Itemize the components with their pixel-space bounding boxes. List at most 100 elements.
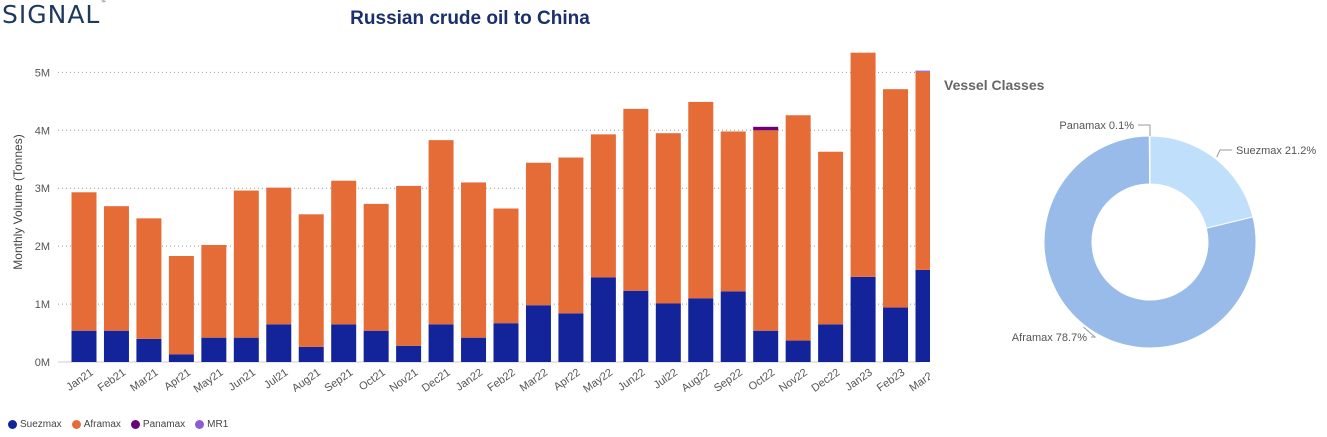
bar-segment-suezmax[interactable] <box>850 276 876 362</box>
vessel-class-donut: Suezmax 21.2% Aframax 78.7% Panamax 0.1% <box>1012 120 1316 349</box>
x-tick-label: May22 <box>581 367 615 396</box>
bar-segment-aframax[interactable] <box>103 206 129 331</box>
bar-segment-suezmax[interactable] <box>103 330 129 362</box>
legend-item-panamax[interactable]: Panamax <box>130 419 185 430</box>
bar-segment-suezmax[interactable] <box>818 324 844 362</box>
legend-marker-suezmax <box>8 420 17 429</box>
bar-segment-suezmax[interactable] <box>136 338 162 362</box>
x-tick-label: Sep22 <box>712 367 745 395</box>
x-tick-label: Feb21 <box>96 367 128 395</box>
x-tick-label: Mar22 <box>518 367 550 395</box>
bar-segment-suezmax[interactable] <box>168 354 194 362</box>
bar-segment-suezmax[interactable] <box>396 345 422 362</box>
x-tick-label: Mar21 <box>128 367 160 395</box>
legend-item-suezmax[interactable]: Suezmax <box>8 419 62 430</box>
bar-segment-suezmax[interactable] <box>428 324 454 362</box>
bar-segment-aframax[interactable] <box>461 182 487 338</box>
bar-segment-aframax[interactable] <box>331 180 357 325</box>
donut-label-panamax: Panamax 0.1% <box>1059 120 1134 132</box>
bar-segment-aframax[interactable] <box>655 133 681 304</box>
legend-marker-panamax <box>130 420 140 429</box>
chart-title: Russian crude oil to China <box>350 8 590 29</box>
signal-logo: SIGNAL™ <box>2 0 108 29</box>
bar-segment-suezmax[interactable] <box>915 269 931 362</box>
donut-label-aframax: Aframax 78.7% <box>1012 332 1087 344</box>
x-tick-label: May21 <box>192 367 226 396</box>
bar-segment-suezmax[interactable] <box>720 291 746 362</box>
bar-segment-aframax[interactable] <box>233 190 259 338</box>
bar-segment-aframax[interactable] <box>71 192 97 331</box>
bar-segment-aframax[interactable] <box>428 140 454 325</box>
donut-title: Vessel Classes <box>944 77 1045 93</box>
bar-segment-aframax[interactable] <box>818 151 844 325</box>
bar-segment-aframax[interactable] <box>525 162 551 306</box>
bar-segment-aframax[interactable] <box>266 187 292 325</box>
bar-segment-aframax[interactable] <box>915 71 931 270</box>
bar-segment-aframax[interactable] <box>396 185 422 346</box>
bar-segment-suezmax[interactable] <box>525 305 551 362</box>
bar-segment-aframax[interactable] <box>753 130 779 331</box>
x-tick-label: Sep21 <box>322 367 355 395</box>
bar-segment-suezmax[interactable] <box>71 330 97 362</box>
x-tick-label: Jul21 <box>262 367 290 392</box>
legend: Suezmax Aframax Panamax MR1 <box>8 419 228 430</box>
x-tick-label: Apr21 <box>162 367 193 394</box>
x-tick-label: Jan21 <box>64 367 95 394</box>
bar-segment-suezmax[interactable] <box>883 307 909 362</box>
bar-segment-suezmax[interactable] <box>623 290 649 362</box>
bar-segment-aframax[interactable] <box>785 115 811 341</box>
x-tick-label: Feb23 <box>875 367 907 395</box>
bar-segment-aframax[interactable] <box>623 108 649 291</box>
bar-segment-suezmax[interactable] <box>753 330 779 362</box>
bar-segment-aframax[interactable] <box>201 244 227 338</box>
bar-segment-mr1[interactable] <box>915 70 931 72</box>
bar-segment-suezmax[interactable] <box>201 337 227 362</box>
bar-segment-suezmax[interactable] <box>233 337 259 362</box>
bar-segment-aframax[interactable] <box>883 89 909 308</box>
bar-segment-aframax[interactable] <box>298 214 324 347</box>
bar-segment-aframax[interactable] <box>363 203 389 331</box>
bar-segment-aframax[interactable] <box>688 101 714 299</box>
bar-segment-suezmax[interactable] <box>655 303 681 362</box>
y-tick-label: 4M <box>35 125 50 137</box>
bar-segment-suezmax[interactable] <box>785 340 811 362</box>
bar-segment-suezmax[interactable] <box>558 313 584 362</box>
bar-segment-aframax[interactable] <box>558 157 584 314</box>
bar-segment-suezmax[interactable] <box>590 277 616 362</box>
bar-segment-suezmax[interactable] <box>331 324 357 362</box>
bar-segment-aframax[interactable] <box>493 208 519 324</box>
bar-segment-aframax[interactable] <box>590 134 616 278</box>
legend-item-mr1[interactable]: MR1 <box>195 419 228 430</box>
bar-segment-panamax[interactable] <box>753 126 779 131</box>
legend-item-aframax[interactable]: Aframax <box>71 419 121 430</box>
bar-segment-suezmax[interactable] <box>266 324 292 362</box>
x-tick-label: Apr22 <box>552 367 583 394</box>
bar-segment-suezmax[interactable] <box>493 323 519 362</box>
x-tick-label: Nov22 <box>777 367 810 395</box>
donut-slice-panamax[interactable] <box>1148 135 1151 185</box>
y-tick-label: 5M <box>35 67 50 79</box>
bar-segment-suezmax[interactable] <box>298 346 324 362</box>
bar-segment-aframax[interactable] <box>850 52 876 277</box>
y-tick-label: 3M <box>35 183 50 195</box>
donut-label-suezmax: Suezmax 21.2% <box>1236 145 1316 157</box>
x-tick-label: Mar23 <box>907 367 930 395</box>
x-tick-label: Jan23 <box>843 367 874 394</box>
x-tick-label: Aug22 <box>680 367 713 395</box>
bar-segment-suezmax[interactable] <box>363 330 389 362</box>
bar-segment-aframax[interactable] <box>168 255 194 355</box>
bar-segment-aframax[interactable] <box>136 218 162 339</box>
legend-marker-mr1 <box>195 420 205 429</box>
x-tick-label: Dec22 <box>809 367 842 395</box>
x-tick-label: Jun22 <box>616 367 647 394</box>
x-tick-label: Dec21 <box>420 367 453 395</box>
x-tick-label: Oct21 <box>357 367 388 394</box>
legend-marker-aframax <box>71 420 81 429</box>
y-tick-label: 1M <box>35 299 50 311</box>
bar-segment-aframax[interactable] <box>720 131 746 292</box>
donut-slice-aframax[interactable] <box>1043 135 1257 349</box>
x-tick-label: Aug21 <box>290 367 323 395</box>
bar-segment-suezmax[interactable] <box>461 337 487 362</box>
bar-segment-suezmax[interactable] <box>688 298 714 362</box>
